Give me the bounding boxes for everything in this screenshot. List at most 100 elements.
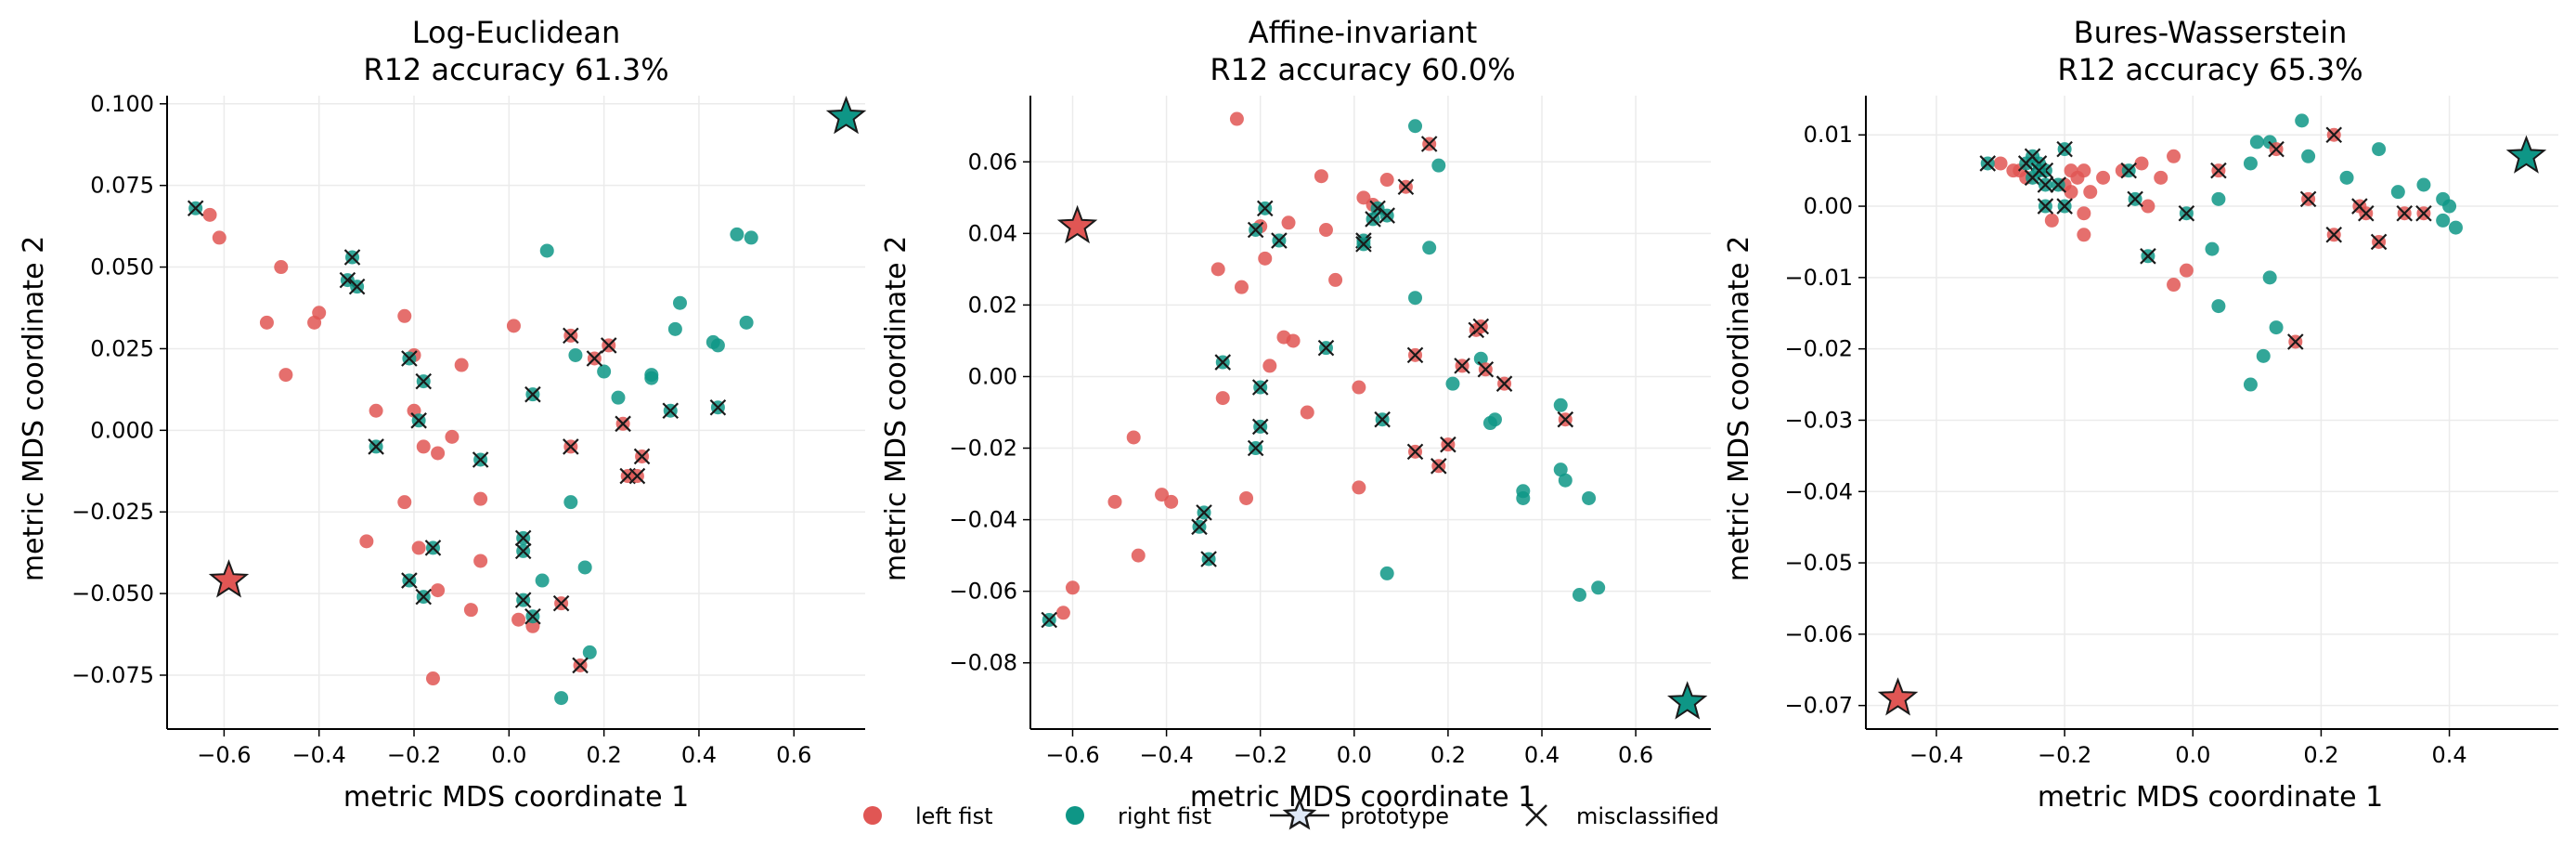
- panel-2-misclassified-x-mark: [1406, 443, 1424, 461]
- panel-3-misclassified-x-mark: [2037, 198, 2054, 215]
- panel-2-point-left-fist: [1300, 405, 1314, 420]
- panel-1-misclassified-x-mark: [662, 402, 680, 420]
- panel-2-subtitle: R12 accuracy 60.0%: [1210, 52, 1515, 87]
- panel-1-point-right-fist: [739, 315, 754, 330]
- panel-1-point-left-fist: [411, 541, 426, 555]
- panel-2-point-right-fist: [1473, 351, 1488, 366]
- panel-3-misclassified-x-mark: [2287, 333, 2304, 350]
- panel-1-misclassified-x-mark: [524, 385, 541, 403]
- panel-2-misclassified-x-mark: [1214, 354, 1232, 371]
- panel-2-point-right-fist: [1591, 580, 1606, 595]
- panel-2-misclassified-x-mark: [1041, 611, 1057, 629]
- panel-3-y-tick-label: −0.02: [1784, 336, 1853, 362]
- panel-3-x-tick-label: −0.4: [1909, 742, 1963, 768]
- panel-3-point-left-fist: [2154, 170, 2168, 185]
- panel-3-point-right-fist: [2442, 199, 2457, 214]
- panel-3-misclassified-x-mark: [2127, 190, 2143, 208]
- panel-3-point-left-fist: [2167, 149, 2181, 163]
- panel-1-y-axis-label: metric MDS coordinate 2: [18, 236, 50, 581]
- panel-2-x-axis-label: metric MDS coordinate 1: [1190, 781, 1535, 814]
- panel-3-point-right-fist: [2211, 191, 2226, 206]
- panel-3-point-right-fist: [2295, 113, 2310, 128]
- legend-misclassified-label: misclassified: [1576, 803, 1719, 829]
- panel-3-x-tick-label: 0.0: [2175, 742, 2210, 768]
- panel-1-plot: −0.6 −0.4 −0.2 0.0 0.2 0.4 0.6 −0.075 −0.050 −0.0…: [71, 91, 867, 768]
- panel-2-misclassified-x-mark: [1374, 410, 1391, 428]
- panel-1-point-left-fist: [416, 439, 431, 454]
- panel-3-title: Bures-Wasserstein: [2074, 15, 2348, 50]
- panel-1-x-axis-label: metric MDS coordinate 1: [343, 781, 689, 814]
- panel-3-point-right-fist: [2448, 220, 2463, 235]
- panel-2-point-left-fist: [1318, 222, 1333, 237]
- panel-3-y-tick-label: −0.04: [1784, 478, 1853, 504]
- panel-1-point-left-fist: [202, 207, 217, 222]
- panel-3-point-left-fist: [2141, 199, 2155, 214]
- panel-1-x-tick-label: 0.2: [587, 742, 622, 768]
- panel-1-point-left-fist: [473, 554, 488, 568]
- panel-2-point-left-fist: [1262, 358, 1277, 373]
- panel-2-x-tick-label: −0.2: [1234, 742, 1288, 768]
- panel-2-x-tick-label: 0.0: [1337, 742, 1372, 768]
- panel-1-point-left-fist: [511, 612, 526, 627]
- panel-1-misclassified-x-mark: [633, 448, 651, 465]
- panel-2-point-right-fist: [1445, 376, 1460, 391]
- panel-2-misclassified-x-mark: [1191, 518, 1208, 536]
- panel-3-x-tick-label: −0.2: [2038, 742, 2091, 768]
- panel-2-point-left-fist: [1314, 169, 1328, 184]
- panel-2-point-right-fist: [1408, 291, 1423, 306]
- panel-1-misclassified-x-mark: [552, 594, 570, 612]
- panel-2-point-right-fist: [1431, 158, 1446, 173]
- panel-3-point-left-fist: [2083, 185, 2098, 200]
- panel-1-misclassified-x-mark: [410, 412, 427, 429]
- panel-3-misclassified-x-mark: [2268, 140, 2285, 158]
- panel-1-misclassified-x-mark: [628, 467, 646, 485]
- panel-2-misclassified-x-mark: [1454, 358, 1470, 374]
- panel-3-point-left-fist: [1993, 156, 2008, 171]
- panel-2-x-tick-label: −0.6: [1045, 742, 1099, 768]
- panel-3-point-left-fist: [2070, 170, 2085, 185]
- panel-1-point-left-fist: [506, 319, 521, 333]
- panel-1-point-left-fist: [259, 315, 274, 330]
- panel-3-point-right-fist: [2301, 149, 2316, 163]
- panel-1-misclassified-x-mark: [343, 249, 361, 266]
- panel-3-misclassified-x-mark: [2140, 248, 2156, 265]
- panel-2-misclassified-x-mark: [1247, 439, 1264, 457]
- panel-1-x-tick-label: 0.4: [681, 742, 717, 768]
- panel-2-point-left-fist: [1352, 380, 1366, 395]
- panel-3-point-right-fist: [2256, 348, 2271, 363]
- panel-2-y-tick-label: −0.08: [949, 650, 1017, 676]
- panel-3-y-axis-label: metric MDS coordinate 2: [1723, 236, 1755, 581]
- panel-1-point-right-fist: [710, 338, 725, 353]
- panel-1-x-tick-label: 0.0: [491, 742, 526, 768]
- panel-1-y-tick-label: 0.100: [90, 91, 154, 117]
- panel-1-point-right-fist: [535, 573, 550, 588]
- panel-3-point-right-fist: [2205, 241, 2220, 256]
- panel-1-point-right-fist: [730, 227, 744, 241]
- legend-left-fist-marker: [863, 806, 882, 825]
- panel-2-point-left-fist: [1164, 494, 1179, 509]
- panel-2-misclassified-x-mark: [1379, 207, 1395, 224]
- panel-1-misclassified-x-mark: [572, 657, 589, 674]
- panel-2-misclassified-x-mark: [1430, 458, 1447, 475]
- panel-3-prototype-star-left: [1877, 677, 1919, 716]
- panel-1-misclassified-x-mark: [514, 592, 532, 608]
- panel-3-misclassified-x-mark: [2396, 204, 2413, 222]
- panel-3-point-right-fist: [2243, 156, 2258, 171]
- panel-3-point-right-fist: [2372, 142, 2387, 157]
- panel-2-misclassified-x-mark: [1495, 375, 1513, 392]
- panel-2-point-left-fist: [1234, 280, 1249, 294]
- panel-3-misclassified-x-mark: [2056, 198, 2073, 215]
- panel-2-point-right-fist: [1516, 490, 1531, 505]
- panel-1-point-right-fist: [554, 691, 569, 706]
- panel-1-point-left-fist: [397, 495, 412, 510]
- panel-2-misclassified-x-mark: [1397, 178, 1415, 196]
- panel-1-x-tick-label: 0.6: [776, 742, 811, 768]
- panel-2-point-left-fist: [1210, 262, 1225, 277]
- panel-1-point-left-fist: [212, 230, 227, 245]
- panel-3-y-tick-label: −0.03: [1784, 407, 1853, 433]
- panel-1-point-right-fist: [577, 560, 592, 575]
- panel-2-misclassified-x-mark: [1440, 436, 1456, 453]
- panel-3-misclassified-x-mark: [2178, 204, 2195, 222]
- panel-1-misclassified-x-mark: [563, 327, 579, 345]
- panel-1-point-left-fist: [431, 446, 446, 461]
